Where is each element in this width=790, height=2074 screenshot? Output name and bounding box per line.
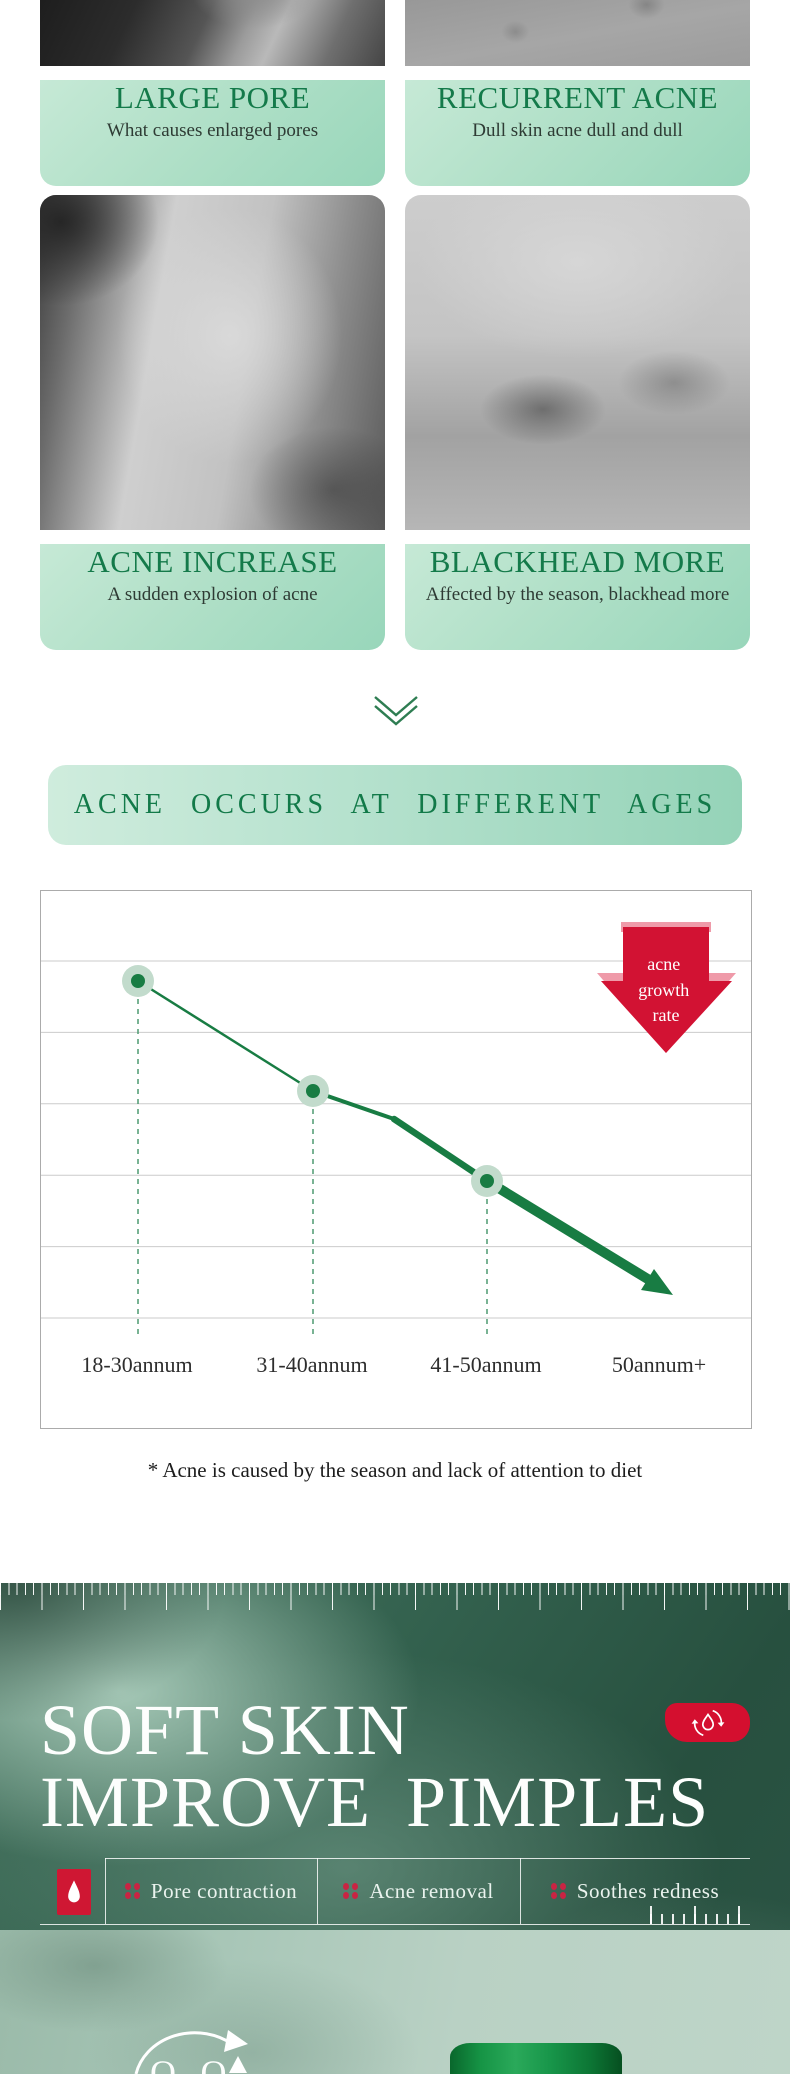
cycle-droplet-badge [665,1703,750,1742]
product-bottle-cap [450,2043,622,2074]
card-subtitle: Dull skin acne dull and dull [472,120,683,141]
skin-photo-recurrent-acne [405,0,750,66]
card-title: BLACKHEAD MORE [429,544,726,579]
card-label: BLACKHEAD MORE Affected by the season, b… [405,544,750,650]
chart-disclaimer: * Acne is caused by the season and lack … [147,1458,643,1482]
age-section-banner: ACNE OCCURS AT DIFFERENT AGES [48,765,742,845]
card-subtitle: What causes enlarged pores [106,120,319,141]
x-axis-label: 31-40annum [256,1352,368,1377]
card-title: ACNE INCREASE [87,544,338,579]
feature-label: Pore contraction [150,1878,298,1903]
trend-line-segment [390,1115,491,1185]
card-subtitle: Affected by the season, blackhead more [425,584,730,605]
data-point [306,1084,320,1098]
feature-label: Soothes redness [576,1878,720,1903]
trend-arrowhead [641,1269,673,1295]
feature-item-acne-removal: Acne removal [317,1858,520,1924]
skin-photo-large-pore [40,0,385,66]
issue-card-large-pore: LARGE PORE What causes enlarged pores [40,0,385,186]
issue-card-acne-increase: ACNE INCREASE A sudden explosion of acne [40,195,385,650]
data-point [480,1174,494,1188]
feature-bar-bottom-line [40,1924,750,1925]
mini-ruler-ticks-long [650,1906,748,1924]
issue-card-recurrent-acne: RECURRENT ACNE Dull skin acne dull and d… [405,0,750,186]
feature-divider [520,1858,521,1924]
x-axis-label: 18-30annum [81,1352,193,1377]
droplet-logo-badge [57,1869,91,1915]
chevron-down-icon [374,696,418,726]
issue-card-blackhead-more: BLACKHEAD MORE Affected by the season, b… [405,195,750,650]
feature-item-pore-contraction: Pore contraction [105,1858,317,1924]
feature-divider [105,1858,106,1924]
feature-bar-top-line [105,1858,750,1859]
acne-age-chart: acne growth rate [40,890,752,1429]
card-label: RECURRENT ACNE Dull skin acne dull and d… [405,80,750,186]
card-label: LARGE PORE What causes enlarged pores [40,80,385,186]
x-axis-label: 50annum+ [611,1352,707,1377]
four-dots-icon [343,1882,359,1900]
o2o-partial-text: O₂O [150,2053,233,2074]
data-point [131,974,145,988]
card-subtitle: A sudden explosion of acne [107,584,318,605]
card-title: RECURRENT ACNE [436,80,719,115]
arrow-annotation-text: acne growth rate [638,954,694,1025]
hero-title-line1: SOFT SKIN [40,1690,410,1770]
trend-line-segment [136,979,315,1093]
trend-line-segment [482,1176,656,1286]
card-title: LARGE PORE [114,80,311,115]
hero-title-line2: IMPROVE PIMPLES [40,1762,710,1842]
skin-photo-acne-increase [40,195,385,530]
feature-divider [317,1858,318,1924]
four-dots-icon [550,1882,566,1900]
skin-photo-blackhead-more [405,195,750,530]
age-banner-title: ACNE OCCURS AT DIFFERENT AGES [73,789,717,820]
droplet-icon [68,1880,80,1903]
hero-photo-backdrop [0,1930,790,2074]
card-label: ACNE INCREASE A sudden explosion of acne [40,544,385,650]
feature-item-soothes-redness: Soothes redness [520,1858,750,1924]
circular-arrow-icon [134,2030,248,2074]
feature-label: Acne removal [369,1878,494,1903]
acne-growth-rate-arrow: acne growth rate [597,922,736,1053]
chart-canvas [41,960,751,1338]
four-dots-icon [124,1882,140,1900]
ruler-ticks-long [0,1583,790,1610]
cycle-droplet-icon [691,1709,724,1736]
x-axis-label: 41-50annum [430,1352,542,1377]
